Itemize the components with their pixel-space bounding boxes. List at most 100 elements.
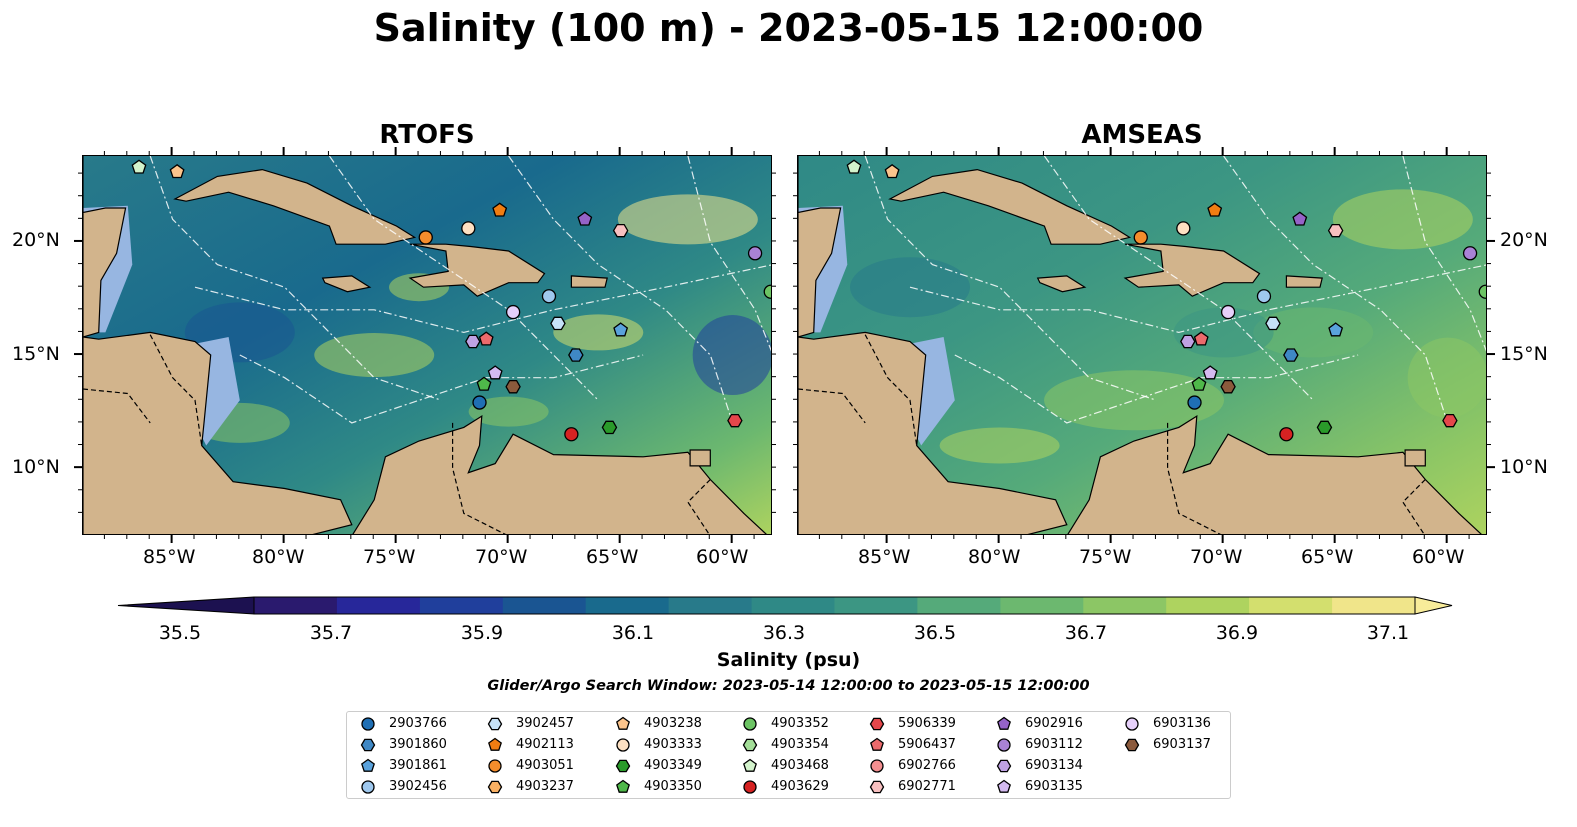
legend-label: 6902771 — [898, 779, 956, 794]
float-marker-2903766 — [472, 395, 487, 410]
colorbar-segment — [1000, 597, 1084, 614]
float-marker-6903134 — [465, 334, 481, 349]
float-marker-6902771 — [612, 223, 629, 238]
legend-marker-hexagon — [1124, 738, 1140, 752]
legend-marker-shape — [870, 737, 884, 751]
legend-marker-shape — [615, 759, 631, 773]
eez-boundary-line — [508, 156, 734, 424]
salinity-map-rtofs — [83, 156, 771, 534]
float-marker-6903134 — [1180, 334, 1196, 349]
country-border — [687, 479, 711, 534]
float-marker-3901860 — [568, 348, 584, 362]
colorbar-tick-36-1: 36.1 — [611, 622, 655, 644]
legend-marker-shape — [487, 780, 503, 794]
legend-marker-shape — [743, 758, 757, 772]
eez-boundary-line — [328, 156, 599, 401]
legend-marker-circle — [488, 759, 502, 773]
float-marker-4903051 — [418, 230, 433, 245]
country-border — [452, 422, 506, 534]
legend-label: 4903238 — [644, 716, 702, 731]
south-america-land — [1067, 414, 1482, 534]
panel-title-amseas: AMSEAS — [1081, 120, 1203, 150]
float-marker-4903629 — [564, 427, 579, 442]
trinidad-land — [689, 449, 711, 467]
search-window-text: Glider/Argo Search Window: 2023-05-14 12… — [487, 678, 1090, 694]
legend-marker-shape — [742, 738, 758, 752]
salinity-eddy — [939, 427, 1060, 464]
lon-label-85w-right: 85°W — [858, 546, 911, 568]
float-marker-6902771 — [1327, 223, 1344, 238]
jamaica-land — [1036, 275, 1087, 293]
colorbar-tick-35-9: 35.9 — [460, 622, 504, 644]
map-panel-rtofs[interactable] — [82, 155, 772, 535]
float-marker-3902456 — [541, 289, 557, 304]
legend-marker-shape — [743, 717, 757, 731]
float-marker-4903352 — [1478, 284, 1486, 299]
float-marker-6903135 — [487, 365, 503, 380]
float-marker-4903238 — [169, 163, 185, 179]
legend-label: 2903766 — [389, 716, 447, 731]
legend-marker-shape — [487, 717, 503, 731]
map-panel-amseas[interactable] — [797, 155, 1487, 535]
south-america-land — [352, 414, 767, 534]
float-marker-3902457 — [550, 316, 566, 331]
colorbar-tick-36-7: 36.7 — [1064, 622, 1108, 644]
country-border — [1402, 479, 1426, 534]
legend-marker-hexagon — [869, 780, 885, 794]
country-border — [1167, 422, 1221, 534]
colorbar-segment — [834, 597, 918, 614]
colorbar-segment — [502, 597, 587, 614]
lon-label-60w-left: 60°W — [696, 546, 749, 568]
puerto-rico-land — [570, 275, 608, 288]
colorbar-segment — [585, 597, 670, 614]
cuba-land — [888, 168, 1132, 245]
eez-boundary-line — [194, 264, 771, 334]
legend-marker-shape — [616, 738, 630, 752]
legend-marker-hexagon — [869, 717, 885, 731]
colorbar-outline — [253, 596, 1416, 615]
legend-label: 4903051 — [516, 758, 574, 773]
float-marker-3901861 — [613, 322, 629, 337]
colorbar-segment — [1249, 597, 1333, 614]
legend-marker-circle — [997, 738, 1011, 752]
float-marker-5906437 — [1193, 331, 1209, 346]
legend-label: 6903112 — [1025, 737, 1083, 752]
float-marker-4903352 — [763, 284, 771, 299]
salinity-eddy — [1044, 370, 1225, 431]
legend-marker-shape — [1125, 717, 1139, 731]
lon-label-60w-right: 60°W — [1412, 546, 1465, 568]
lon-label-65w-right: 65°W — [1301, 546, 1354, 568]
colorbar-segment — [1166, 597, 1250, 614]
legend-marker-circle — [616, 738, 630, 752]
float-marker-4903350 — [476, 376, 492, 391]
legend-marker-pentagon — [616, 779, 630, 793]
float-marker-5906339 — [727, 413, 743, 428]
colorbar-segment — [668, 597, 753, 614]
salinity-map-amseas — [798, 156, 1486, 534]
yucatan-land — [83, 156, 127, 338]
lat-label-10n-right: 10°N — [1500, 456, 1548, 478]
axis-ticks — [74, 147, 1495, 543]
float-marker-4903333 — [461, 221, 476, 236]
legend-marker-circle — [870, 759, 884, 773]
central-america-land — [83, 331, 353, 534]
colorbar-tick-36-9: 36.9 — [1215, 622, 1259, 644]
lat-label-10n-left: 10°N — [12, 456, 60, 478]
legend-marker-shape — [361, 758, 375, 772]
legend-marker-shape — [361, 780, 375, 794]
float-marker-3901861 — [1328, 322, 1344, 337]
legend-marker-shape — [743, 780, 757, 794]
legend-marker-circle — [743, 717, 757, 731]
salinity-eddy — [1253, 307, 1374, 358]
legend-label: 3901861 — [389, 758, 447, 773]
legend-marker-hexagon — [742, 738, 758, 752]
legend-marker-shape — [488, 737, 502, 751]
float-marker-4903349 — [601, 420, 618, 435]
legend-label: 4903352 — [771, 716, 829, 731]
legend-marker-hexagon — [996, 759, 1012, 773]
colorbar-extend-min — [117, 596, 255, 615]
colorbar-extend-max — [1414, 596, 1453, 615]
float-marker-6903136 — [1220, 304, 1236, 320]
float-marker-3902457 — [1265, 316, 1281, 331]
legend-marker-circle — [1125, 717, 1139, 731]
